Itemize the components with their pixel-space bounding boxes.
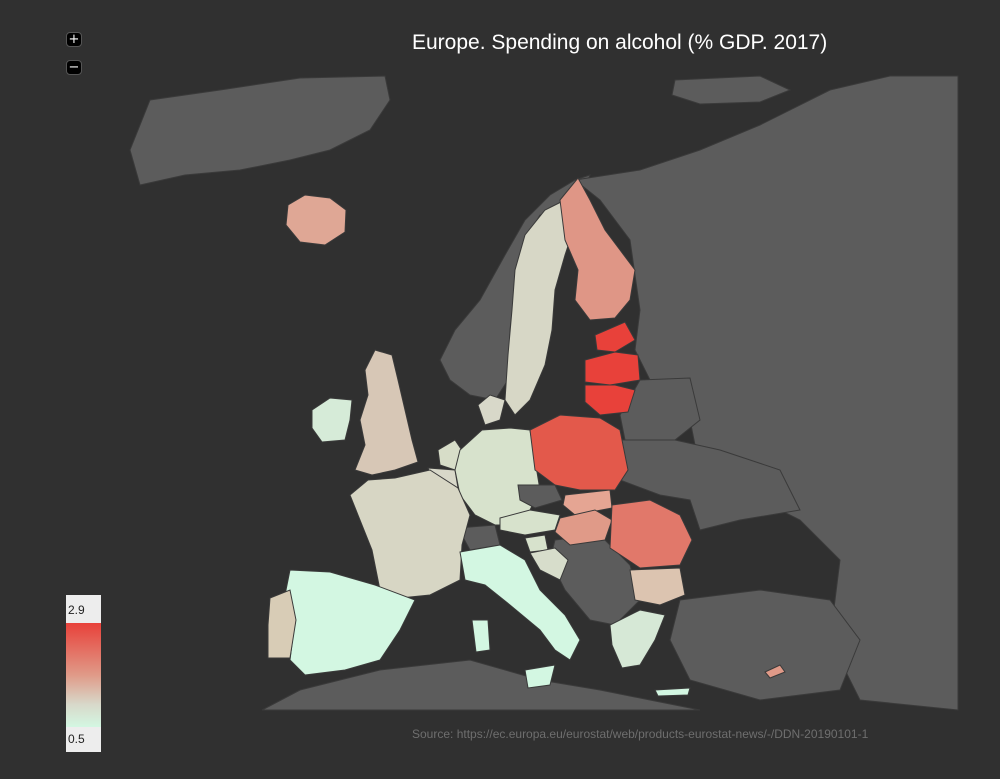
country-czechia bbox=[517, 484, 563, 509]
source-caption: Source: https://ec.europa.eu/eurostat/we… bbox=[412, 727, 869, 741]
country-latvia bbox=[584, 351, 641, 386]
country-denmark bbox=[477, 394, 506, 426]
country-sicily bbox=[524, 664, 556, 689]
ukraine bbox=[619, 439, 801, 531]
country-iceland bbox=[285, 194, 347, 246]
country-portugal bbox=[267, 589, 297, 659]
country-slovenia bbox=[524, 534, 549, 553]
non-eu-land bbox=[129, 75, 959, 711]
russia bbox=[573, 75, 959, 711]
legend-max-label: 2.9 bbox=[68, 603, 85, 617]
country-finland bbox=[559, 177, 636, 321]
legend-min-label: 0.5 bbox=[68, 732, 85, 746]
country-austria bbox=[499, 509, 561, 536]
eu-countries bbox=[267, 177, 786, 697]
zoom-out-button[interactable]: − bbox=[66, 60, 82, 75]
country-bulgaria bbox=[629, 567, 686, 606]
greenland-region bbox=[129, 75, 391, 186]
country-sardinia bbox=[471, 619, 491, 653]
color-legend: 2.9 0.5 bbox=[66, 595, 101, 752]
country-lithuania bbox=[584, 384, 636, 416]
country-france bbox=[349, 469, 471, 599]
country-estonia bbox=[594, 321, 636, 353]
svalbard-region bbox=[671, 75, 792, 105]
country-italy bbox=[459, 544, 581, 661]
country-ireland bbox=[311, 397, 353, 443]
map-title: Europe. Spending on alcohol (% GDP. 2017… bbox=[412, 31, 828, 54]
turkey bbox=[669, 589, 861, 701]
legend-gradient-bar bbox=[66, 623, 101, 727]
country-poland bbox=[529, 414, 629, 491]
country-romania bbox=[609, 499, 693, 569]
country-uk bbox=[354, 349, 419, 476]
country-malta-crete bbox=[654, 687, 691, 697]
country-cyprus bbox=[764, 664, 786, 679]
north-africa bbox=[261, 659, 701, 711]
country-greece bbox=[609, 609, 666, 669]
belarus bbox=[619, 377, 701, 441]
country-croatia bbox=[529, 547, 569, 581]
country-hungary bbox=[554, 509, 613, 546]
zoom-in-button[interactable]: + bbox=[66, 32, 82, 47]
